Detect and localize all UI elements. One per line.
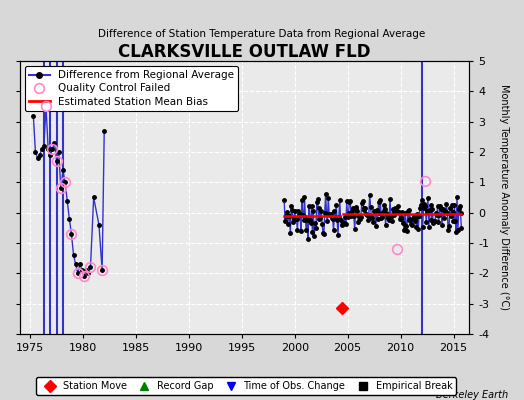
Y-axis label: Monthly Temperature Anomaly Difference (°C): Monthly Temperature Anomaly Difference (… [499, 84, 509, 310]
Legend: Difference from Regional Average, Quality Control Failed, Estimated Station Mean: Difference from Regional Average, Qualit… [25, 66, 238, 111]
Legend: Station Move, Record Gap, Time of Obs. Change, Empirical Break: Station Move, Record Gap, Time of Obs. C… [36, 377, 456, 395]
Text: Difference of Station Temperature Data from Regional Average: Difference of Station Temperature Data f… [99, 29, 425, 39]
Text: Berkeley Earth: Berkeley Earth [436, 390, 508, 400]
Title: CLARKSVILLE OUTLAW FLD: CLARKSVILLE OUTLAW FLD [118, 43, 371, 61]
